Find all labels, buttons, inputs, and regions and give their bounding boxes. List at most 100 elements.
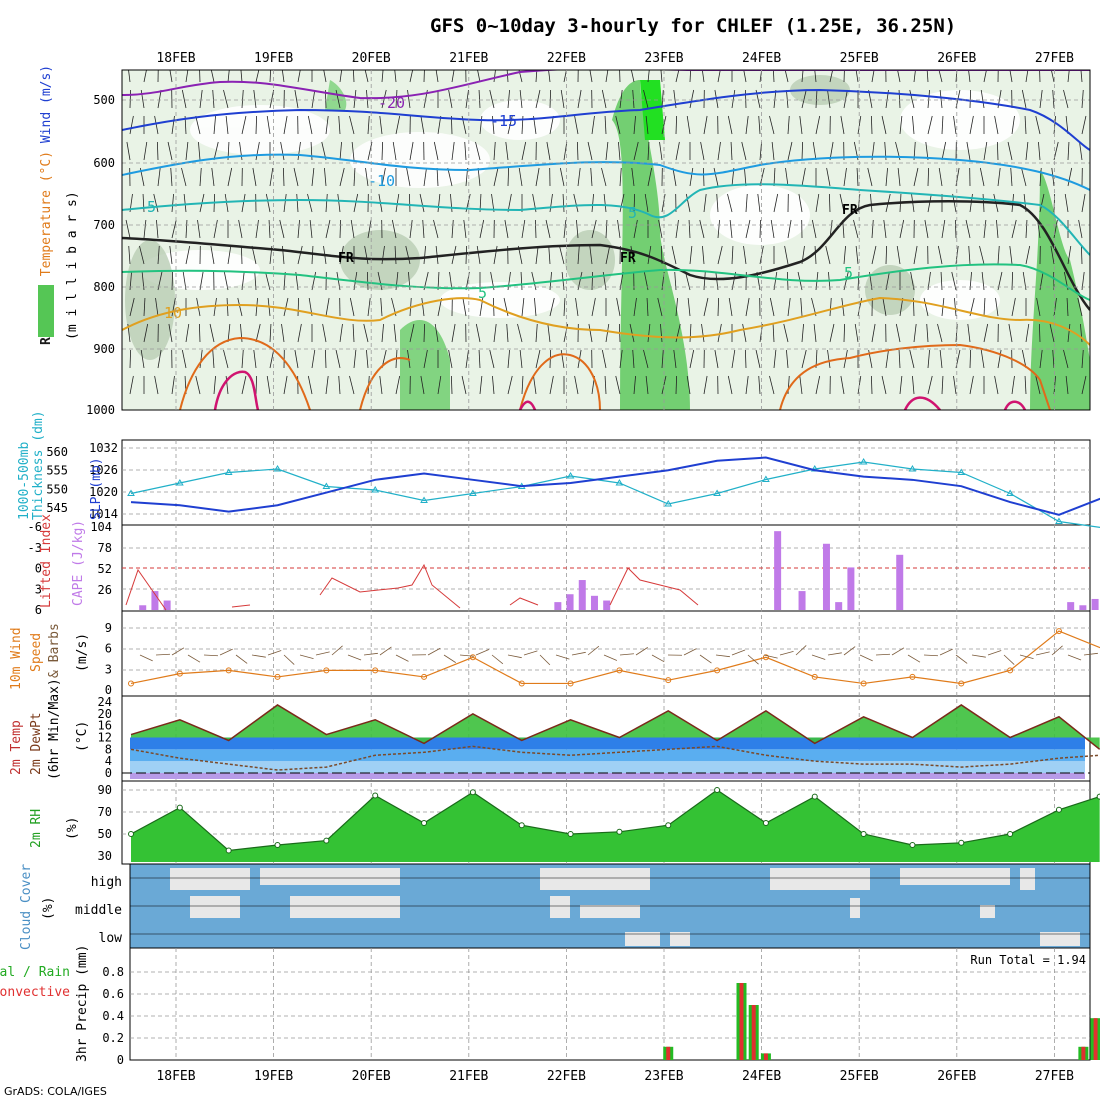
wind-barb: [421, 297, 425, 317]
rh-point: [274, 842, 281, 848]
wind-barb: [171, 297, 176, 317]
wind-barb: [591, 193, 594, 213]
cloud-block: [770, 868, 870, 890]
wind-barb: [143, 297, 146, 317]
surface-wind-barb: [459, 654, 474, 657]
wind-speed-point: [958, 680, 965, 687]
thickness-point: [420, 496, 428, 503]
pressure-tick-label: 1000: [86, 403, 115, 417]
wind-barb: [897, 70, 901, 83]
wind-barb: [1039, 193, 1045, 213]
wind-barb: [827, 349, 831, 369]
wind-barb: [339, 245, 344, 265]
wind-barb: [938, 70, 943, 83]
wind-barb: [814, 70, 817, 83]
thickness-label: 1000-500mb: [17, 442, 32, 520]
wind-barb: [157, 349, 162, 369]
wind-barb: [171, 219, 177, 239]
contour-minus10: [122, 153, 1090, 191]
precip-convective-bar: [739, 983, 744, 1060]
wind-barb: [435, 70, 439, 83]
wind-barb: [615, 115, 621, 135]
top-date-label: 24FEB: [742, 51, 781, 66]
wind-barb: [713, 167, 719, 187]
surface-wind-barb: [811, 654, 826, 660]
wind-barb: [773, 89, 777, 109]
wind-barb: [548, 70, 551, 83]
wind-barb: [168, 323, 173, 343]
wind-barb: [843, 167, 847, 187]
wind-barb: [855, 245, 859, 265]
wind-barb: [755, 349, 761, 369]
surface-wind-barb: [651, 654, 665, 663]
wind-barb: [353, 193, 359, 213]
wind-barb: [324, 349, 327, 369]
rh-point: [469, 789, 476, 796]
surface-wind-barb: [827, 652, 842, 656]
cloud-block: [290, 896, 400, 918]
wind-barb: [559, 245, 565, 265]
temp2m-label-2: 2m DewPt: [29, 712, 44, 775]
wind-barb: [126, 141, 131, 161]
temp2m-tick-label: 24: [98, 695, 112, 709]
wind-barb: [829, 297, 832, 317]
wind-speed-point: [323, 667, 330, 674]
wind-barb: [647, 141, 650, 161]
wind-barb: [535, 70, 538, 83]
bottom-date-label: 27FEB: [1035, 1069, 1074, 1084]
wind-barb: [1009, 245, 1013, 265]
wind-barb: [337, 193, 341, 213]
wind-barb: [422, 219, 425, 239]
wind-barb: [687, 297, 691, 317]
rh-point: [225, 847, 232, 854]
wind-barb: [1081, 375, 1087, 395]
wind-barb: [1024, 115, 1027, 135]
wind-barb: [588, 323, 593, 343]
wind-barb: [350, 219, 355, 239]
thickness-point: [566, 472, 575, 479]
wind-barb: [407, 89, 411, 109]
wind-barb: [1067, 167, 1073, 187]
wind-barb: [549, 297, 555, 317]
slp-tick-label: 1032: [89, 441, 118, 455]
wind-barb: [969, 193, 973, 213]
wind-barb: [591, 297, 596, 317]
wind-barb: [811, 219, 817, 239]
wind-barb: [181, 349, 187, 369]
wind-barb: [506, 70, 509, 83]
surface-wind-barb: [315, 651, 330, 656]
wind-barb: [743, 245, 747, 265]
precip-convective-bar: [666, 1046, 671, 1060]
wind-barb: [843, 70, 845, 83]
label-minus15: -15: [490, 112, 517, 130]
wind-barb: [899, 115, 903, 135]
wind-barb: [423, 323, 426, 343]
wind-barb: [181, 89, 187, 109]
wind-barb: [717, 323, 722, 343]
wind-barb: [770, 219, 775, 239]
wind-barb: [815, 375, 821, 395]
wind-barb: [912, 375, 915, 395]
surface-wind-barb: [299, 654, 314, 660]
wind-barb: [213, 297, 217, 317]
wind-barb: [167, 141, 173, 161]
temp2m-tick-label: 20: [98, 707, 112, 721]
wind-speed-point: [665, 677, 672, 684]
wind-barb: [827, 89, 831, 109]
wind-barb: [769, 297, 775, 317]
wind-barb: [563, 297, 566, 317]
wind-barb: [563, 219, 567, 239]
wind-barb: [448, 349, 453, 369]
wind-barb: [269, 349, 275, 369]
wind-barb: [451, 141, 455, 161]
wind-barb: [1081, 193, 1086, 213]
wind-barb: [1067, 245, 1072, 265]
wind-barb: [728, 297, 733, 317]
wind-speed-point: [567, 680, 574, 687]
surface-wind-barb: [331, 645, 343, 656]
wind-barb: [339, 70, 343, 83]
wind-barb: [714, 349, 719, 369]
temp-band: [130, 737, 1085, 750]
wind-barb: [213, 141, 219, 161]
thickness-unit-label: Thickness (dm): [31, 410, 46, 520]
